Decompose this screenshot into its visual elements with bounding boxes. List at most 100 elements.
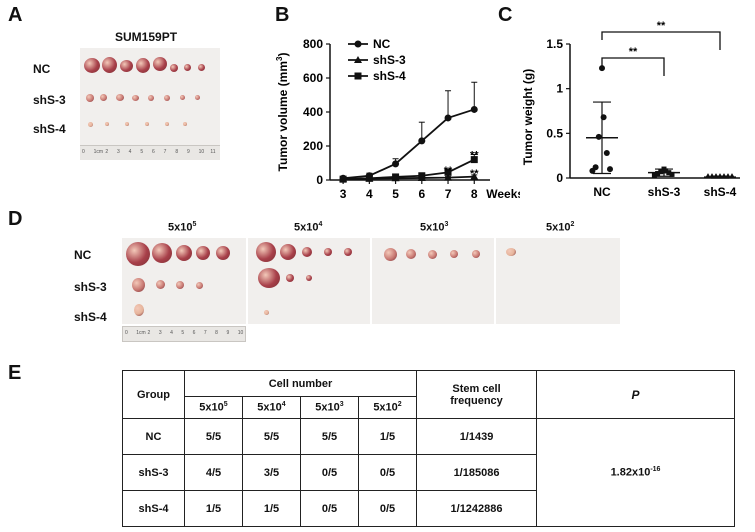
data-point xyxy=(721,173,727,179)
tumor-photo xyxy=(120,60,133,72)
data-point xyxy=(663,168,669,174)
tumor-photo xyxy=(100,94,107,101)
data-point xyxy=(470,172,479,180)
ruler-tick-label: 3 xyxy=(117,149,120,155)
data-point xyxy=(589,167,596,174)
legend-marker xyxy=(354,56,362,63)
tumor-photo xyxy=(280,244,296,260)
tumor-photo xyxy=(116,94,124,101)
data-point xyxy=(729,173,735,179)
data-point xyxy=(392,160,400,168)
tumor-photo xyxy=(216,246,230,260)
tumor-photo xyxy=(148,95,154,101)
table-cell-group: NC xyxy=(122,418,185,455)
panel-c-label: C xyxy=(498,4,513,26)
significance-mark: ** xyxy=(657,20,666,32)
data-point xyxy=(444,173,453,181)
ruler-tick-label: 6 xyxy=(152,149,155,155)
panel-a-photo: 0 1cm 2 3 4 5 6 7 8 9 10 11 xyxy=(80,48,220,160)
panel-d-col-2: 5x104 xyxy=(294,221,323,234)
panel-d-label: D xyxy=(8,208,23,230)
tumor-volume-chart: 0 200 400 600 800 3 4 5 6 7 8 Weeks Tumor volume (mm… xyxy=(275,37,520,201)
table-cell-group: shS-4 xyxy=(122,490,185,527)
ruler-tick-label: 4 xyxy=(170,330,173,336)
tumor-photo xyxy=(132,278,145,292)
data-point xyxy=(666,170,672,176)
panel-d-ruler: 0 1cm 2 3 4 5 6 7 8 9 10 xyxy=(122,326,246,342)
data-point xyxy=(658,169,664,175)
table-cell: 0/5 xyxy=(300,454,359,491)
ruler-tick-label: 7 xyxy=(163,149,167,155)
table-cell-freq: 1/185086 xyxy=(416,454,538,491)
tumor-photo xyxy=(184,64,191,71)
panel-e-label: E xyxy=(8,362,22,384)
data-point xyxy=(651,172,657,178)
panel-a-row-shs4: shS-4 xyxy=(33,122,66,136)
panel-d-col-3: 5x103 xyxy=(420,221,449,234)
table-row: shS-3 4/5 3/5 0/5 0/5 1/185086 xyxy=(122,454,735,491)
ruler-tick-label: 1cm xyxy=(136,330,146,336)
panel-d-photo-2 xyxy=(248,238,370,324)
panel-a-row-shs3: shS-3 xyxy=(33,93,66,107)
tumor-photo xyxy=(344,248,352,256)
data-point xyxy=(470,156,478,164)
y-tick-label: 0 xyxy=(556,171,563,185)
y-axis-label: Tumor weight (g) xyxy=(521,69,535,165)
y-tick-label: 600 xyxy=(303,71,323,85)
data-point xyxy=(444,168,452,176)
legend-label: NC xyxy=(373,37,391,51)
tumor-photo xyxy=(324,248,332,256)
tumor-photo xyxy=(196,246,210,260)
table-cell: 3/5 xyxy=(242,454,301,491)
table-cell-freq: 1/1439 xyxy=(416,418,538,455)
x-tick-label: 5 xyxy=(392,187,399,201)
data-point xyxy=(392,173,400,181)
ruler-tick-label: 5 xyxy=(140,149,144,155)
data-point xyxy=(418,172,426,180)
table-row: shS-4 1/5 1/5 0/5 0/5 1/1242886 xyxy=(122,490,735,527)
ruler-tick-label: 9 xyxy=(226,330,230,336)
ruler-tick-label: 7 xyxy=(203,330,207,336)
legend-label: shS-3 xyxy=(373,53,406,67)
panel-a-label: A xyxy=(8,4,23,26)
y-tick-label: 800 xyxy=(303,37,323,51)
data-point xyxy=(600,114,607,121)
tumor-photo xyxy=(153,57,167,71)
table-cell-p-value: 1.82x10-16 xyxy=(536,418,736,527)
y-axis-label: Tumor volume (mm3) xyxy=(275,53,290,172)
panel-d-row-shs3: shS-3 xyxy=(74,280,107,294)
table-cell-freq: 1/1242886 xyxy=(416,490,538,527)
tumor-photo xyxy=(450,250,458,258)
ruler-tick-label: 1cm xyxy=(93,149,104,155)
tumor-photo xyxy=(84,58,100,73)
tumor-photo xyxy=(286,274,294,282)
table-subheader-3: 5x103 xyxy=(300,396,359,419)
data-point xyxy=(595,133,602,140)
data-point xyxy=(599,65,605,72)
panel-b-label: B xyxy=(275,4,290,26)
table-subheader-4: 5x102 xyxy=(357,396,418,419)
panel-d-row-shs4: shS-4 xyxy=(74,310,107,324)
tumor-photo xyxy=(183,122,187,126)
tumor-photo xyxy=(406,249,416,259)
tumor-photo xyxy=(88,122,93,127)
tumor-photo xyxy=(165,122,169,126)
ruler-tick-label: 0 xyxy=(125,330,128,336)
table-header-p: P xyxy=(536,370,736,419)
data-point xyxy=(725,173,731,179)
tumor-photo xyxy=(428,250,437,259)
significance-mark: ** xyxy=(629,46,638,58)
series-line-shS-4 xyxy=(343,158,475,181)
table-subheader-1: 5x105 xyxy=(184,396,243,419)
table-header-freq: Stem cell frequency xyxy=(416,370,538,419)
panel-d-row-nc: NC xyxy=(74,248,92,262)
table-cell: 5/5 xyxy=(242,418,301,455)
panel-a-title: SUM159PT xyxy=(115,30,178,44)
y-tick-label: 400 xyxy=(303,105,323,119)
ruler-tick-label: 10 xyxy=(198,149,205,155)
table-header-cell-number: Cell number xyxy=(183,370,418,397)
tumor-photo xyxy=(164,95,170,101)
x-tick-label: shS-3 xyxy=(648,185,681,199)
ruler-tick-label: 5 xyxy=(181,330,185,336)
tumor-photo xyxy=(384,248,397,261)
